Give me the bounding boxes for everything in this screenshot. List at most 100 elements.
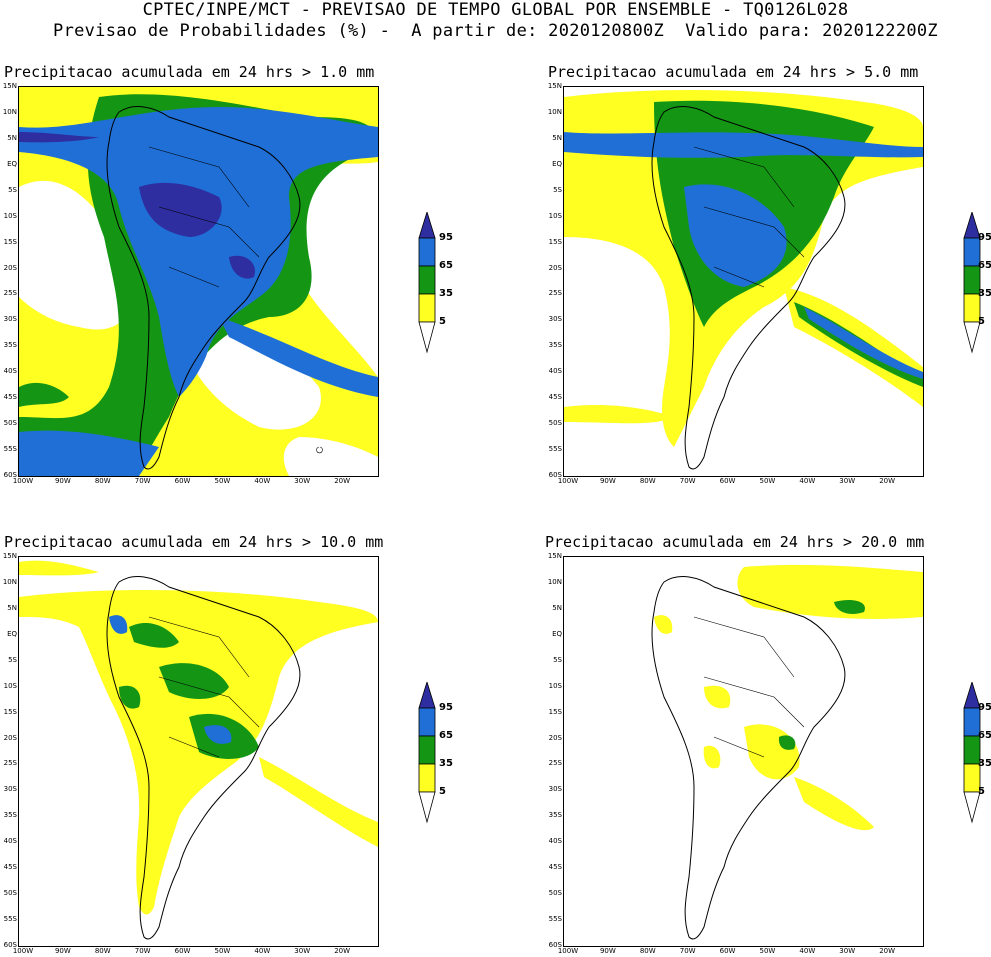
lat-tick-label: 45S [548, 863, 562, 872]
lon-tick-label: 20W [879, 477, 896, 485]
lat-tick-label: 40S [548, 367, 562, 376]
lat-tick-label: 10S [548, 211, 562, 220]
lat-tick-label: EQ [552, 629, 562, 638]
map-area [18, 86, 379, 477]
lat-tick-label: 10S [548, 681, 562, 690]
panel-title: Precipitacao acumulada em 24 hrs > 1.0 m… [4, 63, 375, 81]
lon-tick-label: 40W [799, 477, 816, 485]
colorbar-label-5: 5 [978, 786, 985, 797]
lon-tick-label: 30W [294, 947, 311, 955]
lon-tick-label: 70W [679, 947, 696, 955]
lat-tick-label: 25S [3, 289, 17, 298]
lat-tick-label: 5S [8, 185, 17, 194]
lat-tick-label: 50S [548, 419, 562, 428]
lon-tick-label: 80W [639, 477, 656, 485]
lat-tick-label: 40S [3, 367, 17, 376]
lat-tick-label: 15S [548, 237, 562, 246]
lon-tick-label: 30W [839, 947, 856, 955]
lat-tick-label: 60S [548, 471, 562, 479]
lon-tick-label: 50W [214, 947, 231, 955]
lon-tick-label: 50W [759, 477, 776, 485]
lon-tick-label: 90W [54, 477, 71, 485]
lat-tick-label: 30S [3, 785, 17, 794]
lat-tick-label: 15N [2, 552, 17, 560]
colorbar-label-35: 35 [439, 288, 453, 299]
lat-tick-label: 10S [3, 681, 17, 690]
lat-tick-label: 15S [548, 707, 562, 716]
panel-title: Precipitacao acumulada em 24 hrs > 10.0 … [4, 533, 384, 551]
lon-tick-label: 40W [799, 947, 816, 955]
panel-title: Precipitacao acumulada em 24 hrs > 5.0 m… [548, 63, 919, 81]
colorbar-bottom: 95 65 35 5 [417, 680, 453, 828]
lat-tick-label: 5S [553, 185, 562, 194]
lon-tick-label: 80W [94, 477, 111, 485]
lon-tick-label: 70W [134, 477, 151, 485]
lat-tick-label: 15S [3, 237, 17, 246]
lat-tick-label: 35S [3, 811, 17, 820]
lon-tick-label: 60W [174, 947, 191, 955]
lat-tick-label: 25S [548, 759, 562, 768]
lon-tick-label: 100W [12, 947, 34, 955]
lat-tick-label: 30S [3, 315, 17, 324]
lat-tick-label: EQ [7, 629, 17, 638]
lat-tick-label: 5S [8, 655, 17, 664]
map-area [563, 556, 924, 947]
colorbar-label-5: 5 [978, 316, 985, 327]
lat-tick-label: 20S [548, 733, 562, 742]
lat-tick-label: 20S [3, 263, 17, 272]
lon-tick-label: 70W [134, 947, 151, 955]
lat-tick-label: 40S [548, 837, 562, 846]
figure-header: CPTEC/INPE/MCT - PREVISAO DE TEMPO GLOBA… [0, 0, 991, 42]
colorbar-label-95: 95 [439, 232, 453, 243]
lon-tick-label: 100W [557, 477, 579, 485]
lat-tick-label: 20S [3, 733, 17, 742]
lat-tick-label: 15N [547, 82, 562, 90]
colorbar-label-35: 35 [978, 288, 991, 299]
colorbar-label-65: 65 [439, 730, 453, 741]
lat-tick-label: 50S [3, 889, 17, 898]
lat-tick-label: 35S [3, 341, 17, 350]
lon-tick-label: 80W [639, 947, 656, 955]
lat-tick-label: 35S [548, 811, 562, 820]
lat-tick-label: 55S [3, 445, 17, 454]
lat-tick-label: 60S [3, 471, 17, 479]
lat-tick-label: 30S [548, 315, 562, 324]
lon-tick-label: 30W [294, 477, 311, 485]
colorbar-label-95: 95 [978, 232, 991, 243]
lon-tick-label: 60W [719, 477, 736, 485]
lat-tick-label: 30S [548, 785, 562, 794]
lat-tick-label: 10S [3, 211, 17, 220]
lat-tick-label: 45S [3, 393, 17, 402]
lat-tick-label: 10N [547, 107, 562, 116]
lon-tick-label: 100W [12, 477, 34, 485]
lat-tick-label: 5N [552, 133, 562, 142]
lat-tick-label: 50S [3, 419, 17, 428]
lat-tick-label: EQ [552, 159, 562, 168]
lat-tick-label: 55S [548, 915, 562, 924]
colorbar-label-65: 65 [978, 730, 991, 741]
lat-tick-label: 25S [548, 289, 562, 298]
colorbar-top: 95 65 35 5 [417, 210, 453, 358]
lat-tick-label: 10N [2, 577, 17, 586]
lat-tick-label: 55S [548, 445, 562, 454]
lat-tick-label: 15S [3, 707, 17, 716]
lon-tick-label: 60W [719, 947, 736, 955]
lon-tick-label: 70W [679, 477, 696, 485]
lat-tick-label: EQ [7, 159, 17, 168]
lon-tick-label: 40W [254, 947, 271, 955]
lon-tick-label: 50W [759, 947, 776, 955]
panel-title: Precipitacao acumulada em 24 hrs > 20.0 … [545, 533, 925, 551]
lon-tick-label: 80W [94, 947, 111, 955]
lat-tick-label: 15N [547, 552, 562, 560]
lon-tick-label: 20W [334, 947, 351, 955]
lat-tick-label: 5N [7, 603, 17, 612]
lat-tick-label: 25S [3, 759, 17, 768]
lon-tick-label: 90W [54, 947, 71, 955]
colorbar-label-35: 35 [439, 758, 453, 769]
colorbar-label-65: 65 [978, 260, 991, 271]
map-area [563, 86, 924, 477]
lat-tick-label: 55S [3, 915, 17, 924]
colorbar-bottom-right: 95 65 35 5 [962, 680, 991, 828]
lat-tick-label: 40S [3, 837, 17, 846]
lat-tick-label: 10N [547, 577, 562, 586]
